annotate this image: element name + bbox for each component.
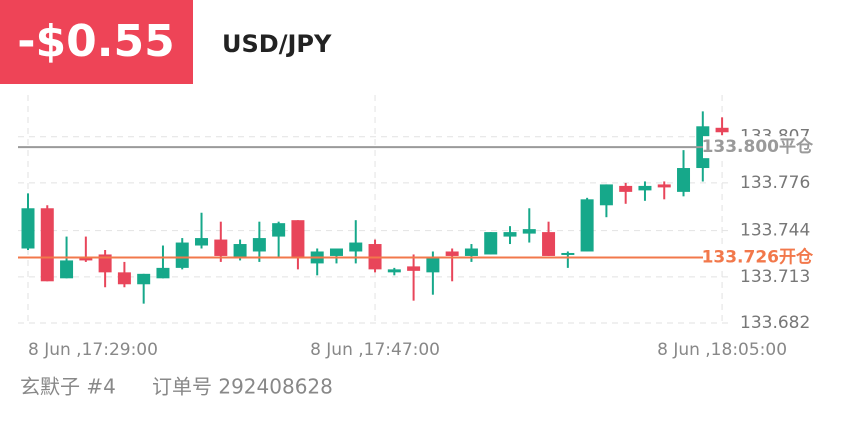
candle-body xyxy=(79,257,93,261)
candle-body xyxy=(561,252,575,255)
candle-body xyxy=(426,257,440,273)
candle-body xyxy=(715,127,729,133)
candle-body xyxy=(349,242,363,252)
candle-body xyxy=(40,208,54,282)
candle-body xyxy=(657,184,671,188)
y-tick-label: 133.744 xyxy=(740,221,810,241)
x-tick-label: 8 Jun ,17:29:00 xyxy=(28,340,158,360)
candle-body xyxy=(98,254,112,273)
candle-body xyxy=(599,184,613,206)
candle-body xyxy=(522,229,536,234)
candle-body xyxy=(619,185,633,192)
candle-body xyxy=(407,266,421,271)
candle-body xyxy=(445,251,459,256)
y-tick-label: 133.682 xyxy=(740,313,810,333)
candle-body xyxy=(387,269,401,273)
pnl-amount: -$0.55 xyxy=(17,16,174,67)
pnl-badge xyxy=(0,0,193,84)
x-tick-label: 8 Jun ,18:05:00 xyxy=(657,340,787,360)
order-number: 订单号 292408628 xyxy=(152,375,333,399)
candle-body xyxy=(60,260,74,279)
reference-label: 133.800平仓 xyxy=(702,136,814,157)
candle-body xyxy=(542,232,556,256)
reference-label: 133.726开仓 xyxy=(702,246,814,267)
symbol: USD/JPY xyxy=(222,30,332,58)
candle-body xyxy=(580,199,594,252)
candle-body xyxy=(233,244,247,258)
candle-body xyxy=(175,242,189,268)
candle-body xyxy=(21,208,35,249)
candle-body xyxy=(195,238,209,246)
candle-body xyxy=(464,248,478,256)
reference-label-bg xyxy=(703,246,815,269)
candle-body xyxy=(272,223,286,237)
x-tick-label: 8 Jun ,17:47:00 xyxy=(310,340,440,360)
y-tick-label: 133.713 xyxy=(740,267,810,287)
candle-body xyxy=(484,232,498,255)
candle-body xyxy=(214,239,228,256)
candle-body xyxy=(638,185,652,191)
candle-body xyxy=(503,232,517,237)
candle-body xyxy=(291,220,305,258)
candle-body xyxy=(117,272,131,285)
candle-body xyxy=(137,273,151,285)
y-tick-label: 133.776 xyxy=(740,173,810,193)
account: 玄默子 #4 xyxy=(20,375,116,399)
candle-body xyxy=(329,248,343,256)
candle-body xyxy=(677,168,691,192)
reference-label-bg xyxy=(703,136,815,159)
candle-body xyxy=(156,267,170,279)
candle-body xyxy=(252,238,266,252)
